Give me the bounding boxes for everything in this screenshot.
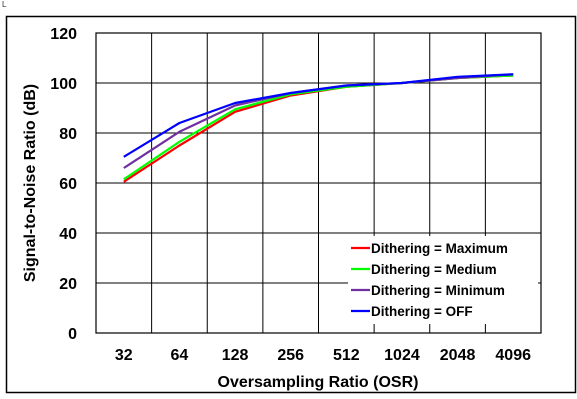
y-tick-label: 60 — [59, 176, 77, 193]
x-tick-label: 64 — [171, 347, 189, 364]
legend-label-1: Dithering = Medium — [371, 262, 497, 277]
x-axis-label: Oversampling Ratio (OSR) — [218, 374, 419, 391]
x-tick-label: 512 — [333, 347, 360, 364]
x-axis-ticks: 32 64 128 256 512 1024 2048 4096 — [115, 347, 531, 364]
y-tick-label: 120 — [50, 26, 77, 43]
y-tick-label: 0 — [68, 326, 77, 343]
series-line-3 — [123, 73, 514, 158]
series-lines — [123, 73, 514, 183]
corner-mark: L — [2, 0, 7, 9]
legend-label-2: Dithering = Minimum — [371, 283, 505, 298]
x-tick-label: 2048 — [440, 347, 476, 364]
legend-box — [348, 236, 538, 324]
y-tick-label: 80 — [59, 126, 77, 143]
legend-label-3: Dithering = OFF — [371, 304, 473, 319]
outer-border — [5, 15, 577, 394]
x-tick-label: 256 — [277, 347, 304, 364]
legend: Dithering = Maximum Dithering = Medium Dit… — [348, 236, 538, 324]
x-tick-label: 128 — [222, 347, 249, 364]
y-tick-label: 40 — [59, 226, 77, 243]
legend-label-0: Dithering = Maximum — [371, 241, 508, 256]
x-tick-label: 32 — [115, 347, 133, 364]
y-tick-label: 20 — [59, 276, 77, 293]
y-tick-label: 100 — [50, 76, 77, 93]
x-tick-label: 4096 — [495, 347, 531, 364]
y-axis-label: Signal-to-Noise Ratio (dB) — [22, 84, 39, 282]
x-tick-label: 1024 — [384, 347, 420, 364]
y-axis-ticks: 0 20 40 60 80 100 120 — [50, 26, 77, 343]
plot-area-border — [95, 32, 542, 334]
